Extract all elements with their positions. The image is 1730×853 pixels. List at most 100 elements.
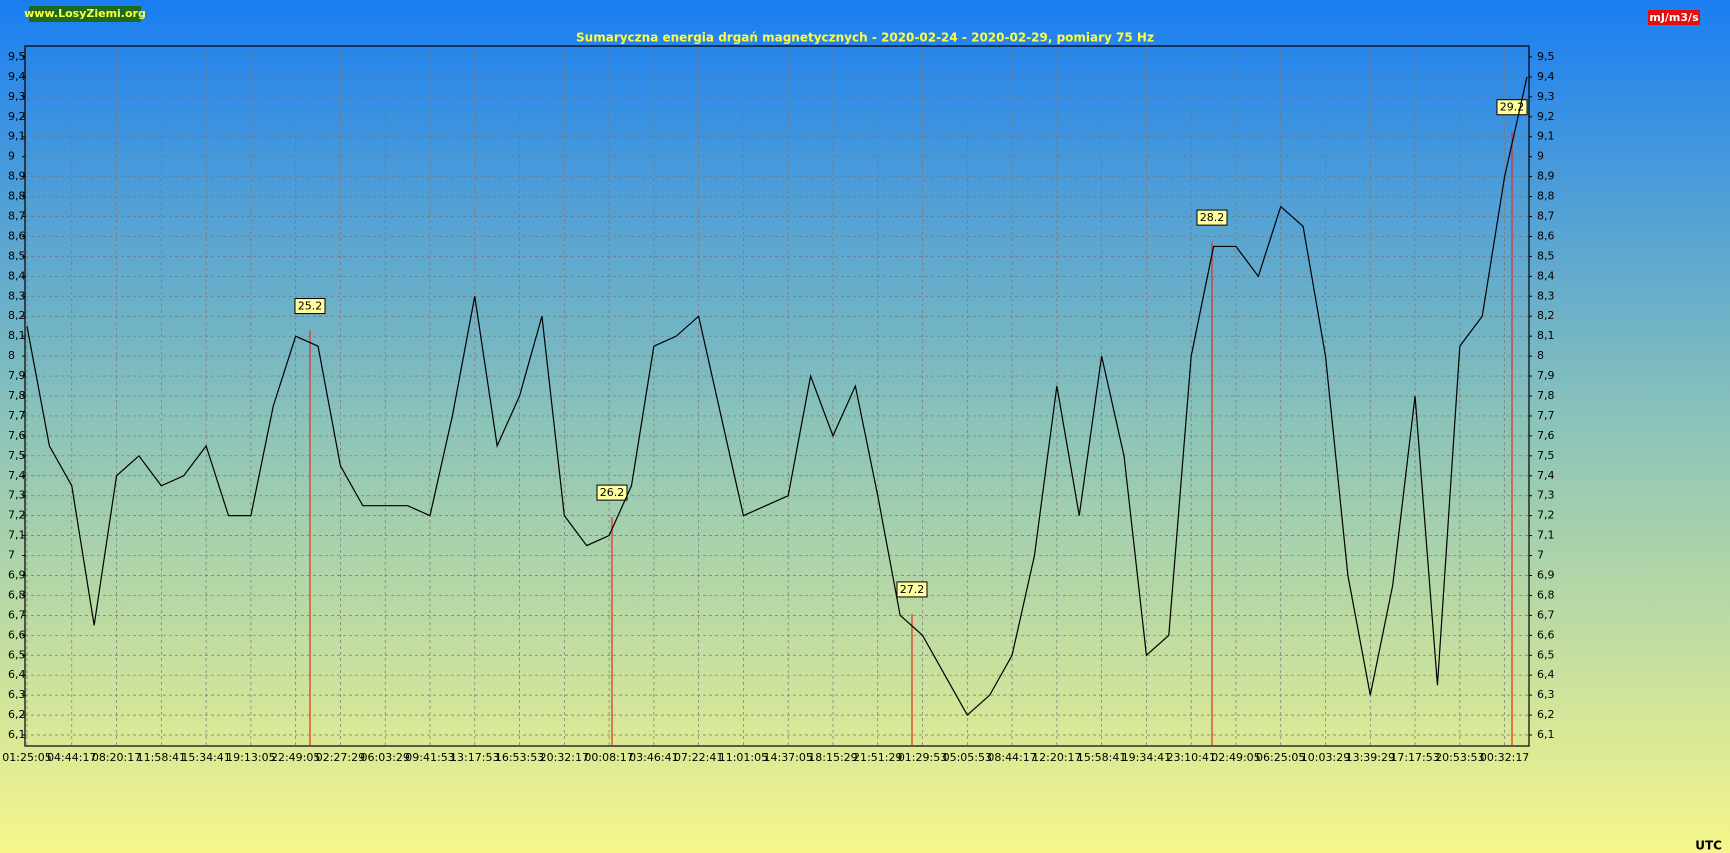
y-tick-label: 8,1 [1537,329,1555,342]
x-tick-label: 13:39:29 [1346,751,1395,764]
day-label: 29.2 [1500,101,1525,114]
series-line [26,76,1528,717]
y-tick-label: 9,4 [8,70,26,83]
y-tick-label: 9,5 [1537,50,1555,63]
y-tick-label: 9,4 [1537,70,1555,83]
y-tick-label: 8,7 [1537,210,1555,223]
plot-frame [24,45,1530,747]
day-label: 25.2 [298,300,323,313]
y-tick-label: 6,7 [1537,608,1555,621]
x-tick-label: 20:32:17 [540,751,589,764]
x-tick-label: 02:49:05 [1211,751,1260,764]
y-tick-label: 7,3 [8,489,26,502]
y-tick-label: 8,7 [8,210,26,223]
x-tick-label: 06:03:29 [361,751,410,764]
y-tick-label: 8,5 [1537,249,1555,262]
plot: 6,1 6,1 6,2 6,2 6,3 6,3 6,4 6,4 6,5 6,5 6,6 6,6 6,7 6… [2,45,1555,764]
y-tick-label: 9,3 [8,90,26,103]
y-tick-label: 9,5 [8,50,26,63]
y-tick-label: 7,4 [8,469,26,482]
day-label-box [1196,209,1228,226]
y-tick-label: 6,9 [1537,568,1555,581]
unit-box [1648,10,1700,25]
x-tick-label: 08:44:17 [987,751,1036,764]
y-tick-label: 6,4 [1537,668,1555,681]
x-tick-label: 07:22:41 [674,751,723,764]
y-tick-label: 7 [8,549,15,562]
y-tick-label: 6,4 [8,668,26,681]
x-tick-label: 15:34:41 [181,751,230,764]
y-tick-label: 8,8 [1537,190,1555,203]
y-tick-label: 8,4 [1537,269,1555,282]
y-tick-label: 7,9 [8,369,26,382]
x-tick-label: 20:53:53 [1435,751,1484,764]
y-tick-label: 9 [1537,150,1544,163]
y-tick-label: 7,8 [8,389,26,402]
y-tick-label: 7,8 [1537,389,1555,402]
y-tick-label: 9,2 [8,110,26,123]
y-tick-label: 7 [1537,549,1544,562]
x-tick-label: 18:15:29 [808,751,857,764]
x-tick-label: 19:34:41 [1122,751,1171,764]
y-tick-label: 7,1 [8,529,26,542]
y-tick-label: 6,2 [8,708,26,721]
x-tick-label: 11:58:41 [137,751,186,764]
y-tick-label: 7,1 [1537,529,1555,542]
y-tick-label: 6,8 [8,588,26,601]
day-label: 26.2 [600,486,625,499]
y-tick-label: 8,8 [8,190,26,203]
y-tick-label: 6,6 [1537,628,1555,641]
x-tick-label: 00:08:17 [584,751,633,764]
x-tick-label: 23:10:41 [1166,751,1215,764]
y-tick-label: 7,2 [1537,509,1555,522]
x-tick-label: 08:20:17 [92,751,141,764]
y-tick-label: 6,5 [8,648,26,661]
y-tick-label: 8,6 [8,229,26,242]
y-tick-label: 7,3 [1537,489,1555,502]
x-tick-label: 03:46:41 [629,751,678,764]
chart-title: Sumaryczna energia drgań magnetycznych -… [576,31,1154,45]
y-tick-label: 6,5 [1537,648,1555,661]
x-tick-label: 21:51:29 [853,751,902,764]
day-label: 28.2 [1200,211,1225,224]
y-tick-label: 6,3 [8,688,26,701]
y-tick-label: 8 [1537,349,1544,362]
x-tick-label: 16:53:53 [495,751,544,764]
x-tick-label: 01:29:53 [898,751,947,764]
x-tick-label: 12:20:17 [1032,751,1081,764]
y-tick-label: 8,2 [1537,309,1555,322]
y-tick-label: 7,9 [1537,369,1555,382]
x-tick-label: 09:41:53 [405,751,454,764]
y-tick-label: 8,4 [8,269,26,282]
y-tick-label: 8,3 [8,289,26,302]
x-tick-label: 13:17:53 [450,751,499,764]
x-tick-label: 05:05:53 [943,751,992,764]
y-tick-label: 9,3 [1537,90,1555,103]
y-tick-label: 9,1 [8,130,26,143]
day-label-box [294,298,326,315]
y-tick-label: 7,6 [1537,429,1555,442]
day-label-box [896,581,928,598]
y-tick-label: 7,7 [8,409,26,422]
y-tick-label: 9,1 [1537,130,1555,143]
x-tick-label: 04:44:17 [47,751,96,764]
x-tick-label: 10:03:29 [1301,751,1350,764]
y-tick-label: 6,7 [8,608,26,621]
y-tick-label: 8 [8,349,15,362]
site-name: www.LosyZiemi.org [24,7,146,20]
y-tick-label: 6,6 [8,628,26,641]
y-tick-label: 7,7 [1537,409,1555,422]
y-tick-label: 6,1 [8,728,26,741]
y-tick-label: 6,3 [1537,688,1555,701]
unit-label: mJ/m3/s [1649,11,1699,24]
y-tick-label: 6,2 [1537,708,1555,721]
x-tick-label: 15:58:41 [1077,751,1126,764]
y-tick-label: 7,6 [8,429,26,442]
y-tick-label: 8,1 [8,329,26,342]
y-tick-label: 8,3 [1537,289,1555,302]
day-label-box [596,484,628,501]
y-tick-label: 7,4 [1537,469,1555,482]
y-tick-label: 8,6 [1537,229,1555,242]
